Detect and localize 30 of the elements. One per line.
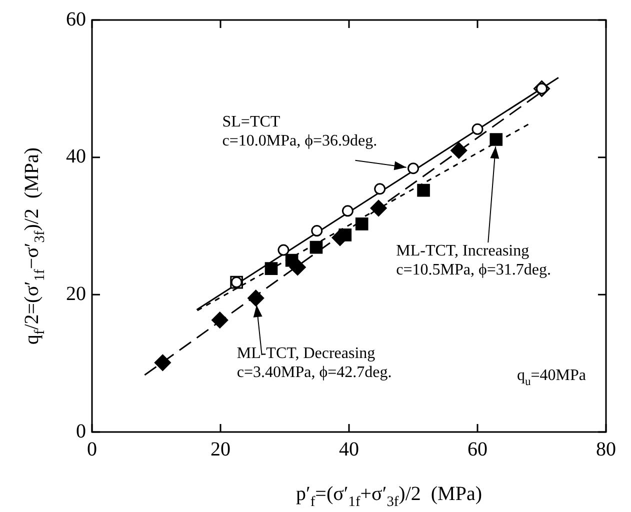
annotation: ML-TCT, Increasing c=10.5MPa, ϕ=31.7deg. (396, 242, 552, 278)
annotation: ML-TCT, Decreasing c=3.40MPa, ϕ=42.7deg. (236, 345, 392, 382)
point (338, 228, 352, 242)
point (310, 240, 323, 254)
y-tick-label: 0 (76, 420, 86, 442)
x-tick-label: 40 (339, 438, 359, 460)
annotation: SL=TCT c=10.0MPa, ϕ=36.9deg. (222, 113, 378, 150)
point (355, 218, 368, 230)
point (417, 184, 430, 197)
point (374, 183, 386, 195)
point (154, 354, 171, 371)
y-tick-label: 60 (66, 8, 86, 30)
x-tick-label: 60 (468, 438, 488, 460)
point (278, 244, 290, 256)
y-tick-label: 20 (66, 282, 86, 305)
x-tick-label: 20 (210, 438, 230, 460)
y-tick-label: 40 (66, 146, 86, 168)
point (408, 162, 419, 174)
point (285, 254, 298, 267)
x-tick-label: 80 (596, 438, 616, 460)
point (311, 225, 323, 237)
point (370, 200, 387, 216)
point (490, 133, 503, 146)
point (450, 142, 468, 159)
point (264, 262, 278, 275)
point (342, 205, 354, 217)
point (248, 290, 264, 306)
point (472, 123, 484, 135)
point (212, 312, 228, 328)
y-axis-title: qf/2=(σ′1f−σ′3f)/2 (MPa) (21, 147, 48, 345)
